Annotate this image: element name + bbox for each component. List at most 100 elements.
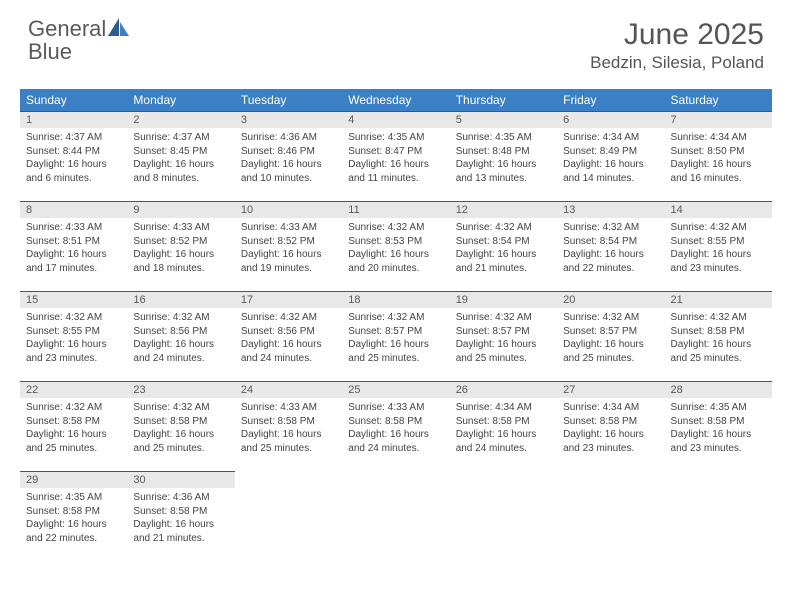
calendar-cell	[557, 472, 664, 562]
calendar-cell: 7Sunrise: 4:34 AMSunset: 8:50 PMDaylight…	[665, 112, 772, 202]
day-data: Sunrise: 4:32 AMSunset: 8:57 PMDaylight:…	[557, 308, 664, 371]
day-data: Sunrise: 4:32 AMSunset: 8:53 PMDaylight:…	[342, 218, 449, 281]
calendar-cell: 27Sunrise: 4:34 AMSunset: 8:58 PMDayligh…	[557, 382, 664, 472]
day-data: Sunrise: 4:32 AMSunset: 8:57 PMDaylight:…	[450, 308, 557, 371]
header: General Blue June 2025 Bedzin, Silesia, …	[0, 0, 792, 79]
weekday-header: Friday	[557, 89, 664, 112]
day-number: 21	[665, 292, 772, 308]
day-data: Sunrise: 4:34 AMSunset: 8:58 PMDaylight:…	[557, 398, 664, 461]
calendar-cell: 4Sunrise: 4:35 AMSunset: 8:47 PMDaylight…	[342, 112, 449, 202]
day-number: 16	[127, 292, 234, 308]
calendar-cell: 12Sunrise: 4:32 AMSunset: 8:54 PMDayligh…	[450, 202, 557, 292]
calendar-cell: 3Sunrise: 4:36 AMSunset: 8:46 PMDaylight…	[235, 112, 342, 202]
calendar-cell: 10Sunrise: 4:33 AMSunset: 8:52 PMDayligh…	[235, 202, 342, 292]
calendar-cell: 5Sunrise: 4:35 AMSunset: 8:48 PMDaylight…	[450, 112, 557, 202]
day-number: 28	[665, 382, 772, 398]
day-data: Sunrise: 4:34 AMSunset: 8:50 PMDaylight:…	[665, 128, 772, 191]
logo-text-blue: Blue	[28, 39, 72, 64]
day-data: Sunrise: 4:33 AMSunset: 8:51 PMDaylight:…	[20, 218, 127, 281]
day-data: Sunrise: 4:35 AMSunset: 8:58 PMDaylight:…	[20, 488, 127, 551]
day-number: 24	[235, 382, 342, 398]
calendar-row: 29Sunrise: 4:35 AMSunset: 8:58 PMDayligh…	[20, 472, 772, 562]
day-number: 10	[235, 202, 342, 218]
day-number: 20	[557, 292, 664, 308]
calendar-cell: 19Sunrise: 4:32 AMSunset: 8:57 PMDayligh…	[450, 292, 557, 382]
day-number: 17	[235, 292, 342, 308]
day-data: Sunrise: 4:35 AMSunset: 8:58 PMDaylight:…	[665, 398, 772, 461]
day-number: 6	[557, 112, 664, 128]
calendar-cell	[342, 472, 449, 562]
calendar-cell: 1Sunrise: 4:37 AMSunset: 8:44 PMDaylight…	[20, 112, 127, 202]
calendar-body: 1Sunrise: 4:37 AMSunset: 8:44 PMDaylight…	[20, 112, 772, 562]
day-number: 5	[450, 112, 557, 128]
calendar-cell: 28Sunrise: 4:35 AMSunset: 8:58 PMDayligh…	[665, 382, 772, 472]
calendar-cell: 11Sunrise: 4:32 AMSunset: 8:53 PMDayligh…	[342, 202, 449, 292]
calendar-cell: 29Sunrise: 4:35 AMSunset: 8:58 PMDayligh…	[20, 472, 127, 562]
day-number: 29	[20, 472, 127, 488]
day-number: 22	[20, 382, 127, 398]
day-data: Sunrise: 4:36 AMSunset: 8:46 PMDaylight:…	[235, 128, 342, 191]
logo-text: General Blue	[28, 18, 130, 64]
weekday-header: Wednesday	[342, 89, 449, 112]
day-data: Sunrise: 4:33 AMSunset: 8:52 PMDaylight:…	[235, 218, 342, 281]
logo: General Blue	[28, 18, 130, 64]
calendar-cell: 24Sunrise: 4:33 AMSunset: 8:58 PMDayligh…	[235, 382, 342, 472]
location-text: Bedzin, Silesia, Poland	[590, 53, 764, 73]
calendar-cell	[665, 472, 772, 562]
day-number: 18	[342, 292, 449, 308]
day-number: 15	[20, 292, 127, 308]
day-data: Sunrise: 4:32 AMSunset: 8:55 PMDaylight:…	[665, 218, 772, 281]
day-data: Sunrise: 4:32 AMSunset: 8:56 PMDaylight:…	[127, 308, 234, 371]
day-number: 27	[557, 382, 664, 398]
calendar-cell: 6Sunrise: 4:34 AMSunset: 8:49 PMDaylight…	[557, 112, 664, 202]
day-number: 1	[20, 112, 127, 128]
day-number: 9	[127, 202, 234, 218]
weekday-header: Monday	[127, 89, 234, 112]
calendar-cell: 17Sunrise: 4:32 AMSunset: 8:56 PMDayligh…	[235, 292, 342, 382]
calendar-cell: 13Sunrise: 4:32 AMSunset: 8:54 PMDayligh…	[557, 202, 664, 292]
calendar-cell	[450, 472, 557, 562]
day-data: Sunrise: 4:35 AMSunset: 8:48 PMDaylight:…	[450, 128, 557, 191]
day-number: 26	[450, 382, 557, 398]
calendar-cell: 14Sunrise: 4:32 AMSunset: 8:55 PMDayligh…	[665, 202, 772, 292]
calendar-cell: 26Sunrise: 4:34 AMSunset: 8:58 PMDayligh…	[450, 382, 557, 472]
day-data: Sunrise: 4:34 AMSunset: 8:49 PMDaylight:…	[557, 128, 664, 191]
day-number: 13	[557, 202, 664, 218]
day-data: Sunrise: 4:37 AMSunset: 8:44 PMDaylight:…	[20, 128, 127, 191]
calendar-row: 22Sunrise: 4:32 AMSunset: 8:58 PMDayligh…	[20, 382, 772, 472]
day-data: Sunrise: 4:35 AMSunset: 8:47 PMDaylight:…	[342, 128, 449, 191]
weekday-header: Saturday	[665, 89, 772, 112]
weekday-header: Tuesday	[235, 89, 342, 112]
day-number: 23	[127, 382, 234, 398]
day-data: Sunrise: 4:32 AMSunset: 8:58 PMDaylight:…	[665, 308, 772, 371]
day-data: Sunrise: 4:37 AMSunset: 8:45 PMDaylight:…	[127, 128, 234, 191]
day-number: 30	[127, 472, 234, 488]
weekday-header: Sunday	[20, 89, 127, 112]
calendar-cell: 22Sunrise: 4:32 AMSunset: 8:58 PMDayligh…	[20, 382, 127, 472]
day-data: Sunrise: 4:33 AMSunset: 8:58 PMDaylight:…	[342, 398, 449, 461]
day-data: Sunrise: 4:32 AMSunset: 8:58 PMDaylight:…	[127, 398, 234, 461]
day-data: Sunrise: 4:36 AMSunset: 8:58 PMDaylight:…	[127, 488, 234, 551]
calendar-cell: 23Sunrise: 4:32 AMSunset: 8:58 PMDayligh…	[127, 382, 234, 472]
day-data: Sunrise: 4:33 AMSunset: 8:58 PMDaylight:…	[235, 398, 342, 461]
month-title: June 2025	[590, 18, 764, 51]
day-data: Sunrise: 4:34 AMSunset: 8:58 PMDaylight:…	[450, 398, 557, 461]
day-data: Sunrise: 4:32 AMSunset: 8:56 PMDaylight:…	[235, 308, 342, 371]
calendar-cell: 25Sunrise: 4:33 AMSunset: 8:58 PMDayligh…	[342, 382, 449, 472]
calendar-cell: 15Sunrise: 4:32 AMSunset: 8:55 PMDayligh…	[20, 292, 127, 382]
day-number: 11	[342, 202, 449, 218]
calendar-table: SundayMondayTuesdayWednesdayThursdayFrid…	[20, 89, 772, 562]
day-data: Sunrise: 4:32 AMSunset: 8:58 PMDaylight:…	[20, 398, 127, 461]
day-number: 7	[665, 112, 772, 128]
calendar-cell: 9Sunrise: 4:33 AMSunset: 8:52 PMDaylight…	[127, 202, 234, 292]
calendar-cell: 8Sunrise: 4:33 AMSunset: 8:51 PMDaylight…	[20, 202, 127, 292]
day-data: Sunrise: 4:32 AMSunset: 8:54 PMDaylight:…	[450, 218, 557, 281]
day-number: 4	[342, 112, 449, 128]
calendar-cell: 20Sunrise: 4:32 AMSunset: 8:57 PMDayligh…	[557, 292, 664, 382]
calendar-row: 1Sunrise: 4:37 AMSunset: 8:44 PMDaylight…	[20, 112, 772, 202]
calendar-cell: 16Sunrise: 4:32 AMSunset: 8:56 PMDayligh…	[127, 292, 234, 382]
logo-text-general: General	[28, 16, 106, 41]
calendar-cell	[235, 472, 342, 562]
logo-sail-icon	[108, 18, 130, 36]
day-data: Sunrise: 4:32 AMSunset: 8:55 PMDaylight:…	[20, 308, 127, 371]
